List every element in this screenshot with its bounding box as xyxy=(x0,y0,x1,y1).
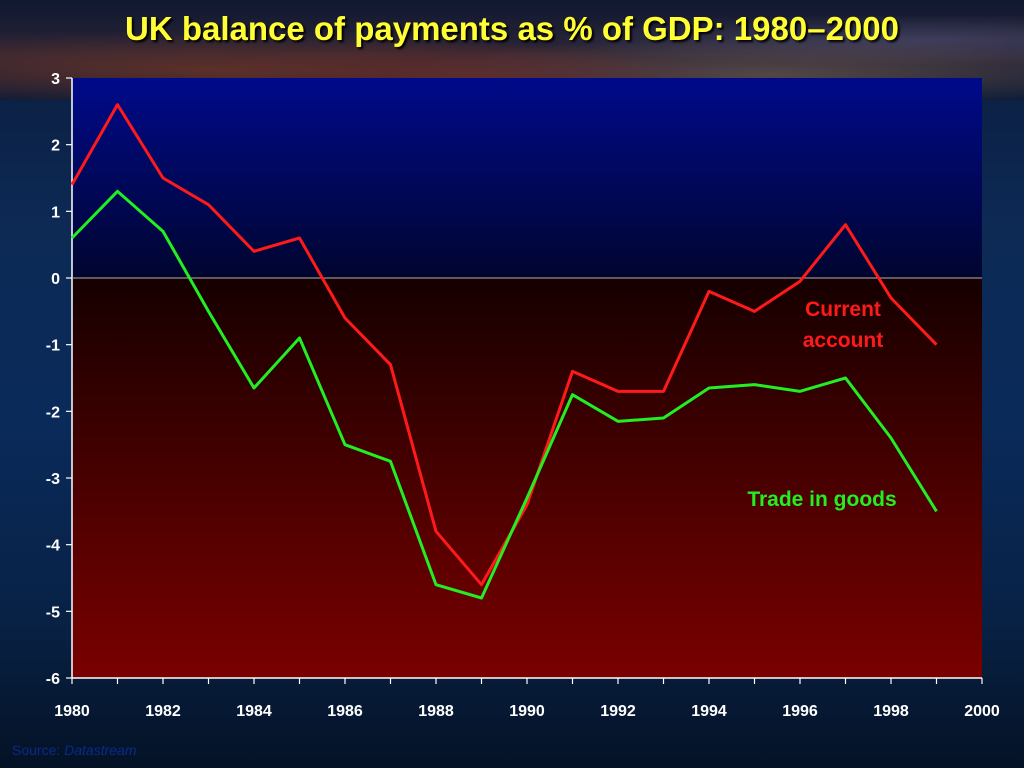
y-tick-label: 3 xyxy=(51,71,60,88)
x-tick-label: 1980 xyxy=(54,703,90,720)
y-tick-label: -1 xyxy=(46,338,60,355)
series-label-line: account xyxy=(803,329,884,352)
current-account-label: Current account xyxy=(803,298,884,352)
x-tick-label: 1994 xyxy=(691,703,727,720)
y-tick-label: -5 xyxy=(46,604,60,621)
y-tick-label: -4 xyxy=(46,538,60,555)
x-tick-label: 1988 xyxy=(418,703,454,720)
y-tick-label: -2 xyxy=(46,404,60,421)
y-tick-label: -3 xyxy=(46,471,60,488)
source-note: Source: Datastream xyxy=(12,742,137,758)
x-tick-label: 1992 xyxy=(600,703,636,720)
series-label-line: Trade in goods xyxy=(747,488,896,511)
y-tick-label: 2 xyxy=(51,138,60,155)
y-tick-label: 0 xyxy=(51,271,60,288)
y-tick-label: -6 xyxy=(46,671,60,688)
chart-title: UK balance of payments as % of GDP: 1980… xyxy=(125,10,899,47)
series-label-line: Current xyxy=(805,298,881,321)
x-tick-label: 1986 xyxy=(327,703,363,720)
trade-in-goods-line xyxy=(70,189,938,600)
plot-area xyxy=(72,78,982,678)
trade-in-goods-label: Trade in goods xyxy=(747,488,896,511)
x-tick-label: 1998 xyxy=(873,703,909,720)
y-tick-label: 1 xyxy=(51,204,60,221)
x-tick-label: 2000 xyxy=(964,703,1000,720)
source-label: Source: xyxy=(12,742,61,758)
source-name: Datastream xyxy=(64,742,137,758)
x-tick-label: 1990 xyxy=(509,703,545,720)
x-tick-label: 1996 xyxy=(782,703,818,720)
x-tick-label: 1982 xyxy=(145,703,181,720)
x-tick-label: 1984 xyxy=(236,703,272,720)
